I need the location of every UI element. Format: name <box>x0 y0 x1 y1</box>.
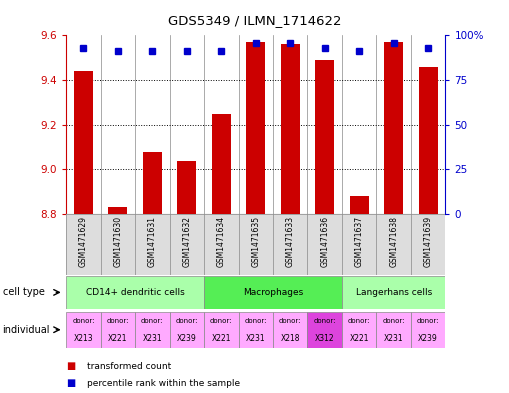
Bar <box>273 214 307 275</box>
Bar <box>177 160 196 214</box>
Text: cell type: cell type <box>3 287 44 298</box>
Bar <box>350 196 369 214</box>
Text: X221: X221 <box>212 334 231 343</box>
Bar <box>212 114 231 214</box>
Bar <box>411 312 445 348</box>
Text: X213: X213 <box>74 334 93 343</box>
Bar <box>239 312 273 348</box>
Text: donor:: donor: <box>244 318 267 324</box>
Bar <box>307 312 342 348</box>
Text: donor:: donor: <box>348 318 371 324</box>
Bar <box>246 42 265 214</box>
Text: donor:: donor: <box>106 318 129 324</box>
Text: donor:: donor: <box>72 318 95 324</box>
Text: donor:: donor: <box>176 318 198 324</box>
Text: X231: X231 <box>246 334 266 343</box>
Bar <box>377 312 411 348</box>
Text: GDS5349 / ILMN_1714622: GDS5349 / ILMN_1714622 <box>168 14 341 27</box>
Bar <box>135 214 169 275</box>
Bar <box>411 214 445 275</box>
Text: X239: X239 <box>418 334 438 343</box>
Bar <box>204 214 239 275</box>
Text: GSM1471634: GSM1471634 <box>217 216 226 267</box>
Text: donor:: donor: <box>382 318 405 324</box>
Text: GSM1471635: GSM1471635 <box>251 216 260 267</box>
Text: GSM1471629: GSM1471629 <box>79 216 88 267</box>
Text: X221: X221 <box>350 334 369 343</box>
Text: individual: individual <box>3 325 50 335</box>
Bar <box>342 312 377 348</box>
Text: ■: ■ <box>66 378 75 388</box>
Bar <box>273 312 307 348</box>
Text: X239: X239 <box>177 334 196 343</box>
Text: GSM1471633: GSM1471633 <box>286 216 295 267</box>
Bar <box>66 312 101 348</box>
Text: ■: ■ <box>66 361 75 371</box>
Text: donor:: donor: <box>279 318 301 324</box>
Text: GSM1471631: GSM1471631 <box>148 216 157 267</box>
Text: transformed count: transformed count <box>87 362 171 371</box>
Text: GSM1471638: GSM1471638 <box>389 216 398 267</box>
Bar <box>143 152 162 214</box>
Text: donor:: donor: <box>141 318 163 324</box>
Text: GSM1471637: GSM1471637 <box>355 216 364 267</box>
Text: GSM1471639: GSM1471639 <box>423 216 433 267</box>
Text: GSM1471630: GSM1471630 <box>114 216 122 267</box>
Text: donor:: donor: <box>210 318 233 324</box>
Text: donor:: donor: <box>417 318 439 324</box>
Bar <box>342 214 377 275</box>
Bar <box>315 60 334 214</box>
Bar <box>281 44 300 214</box>
Bar <box>239 214 273 275</box>
Bar <box>342 276 445 309</box>
Bar <box>66 214 101 275</box>
Bar <box>169 312 204 348</box>
Text: X312: X312 <box>315 334 334 343</box>
Text: Macrophages: Macrophages <box>243 288 303 297</box>
Text: percentile rank within the sample: percentile rank within the sample <box>87 379 240 387</box>
Bar <box>384 42 403 214</box>
Text: donor:: donor: <box>314 318 336 324</box>
Text: X221: X221 <box>108 334 128 343</box>
Text: GSM1471632: GSM1471632 <box>182 216 191 267</box>
Text: X218: X218 <box>280 334 300 343</box>
Text: GSM1471636: GSM1471636 <box>320 216 329 267</box>
Bar <box>377 214 411 275</box>
Text: X231: X231 <box>143 334 162 343</box>
Text: CD14+ dendritic cells: CD14+ dendritic cells <box>86 288 184 297</box>
Text: X231: X231 <box>384 334 404 343</box>
Bar <box>169 214 204 275</box>
Text: Langerhans cells: Langerhans cells <box>356 288 432 297</box>
Bar <box>204 312 239 348</box>
Bar <box>307 214 342 275</box>
Bar <box>66 276 204 309</box>
Bar <box>135 312 169 348</box>
Bar <box>419 67 438 214</box>
Bar <box>108 208 127 214</box>
Bar <box>101 312 135 348</box>
Bar <box>74 71 93 214</box>
Bar <box>101 214 135 275</box>
Bar <box>204 276 342 309</box>
